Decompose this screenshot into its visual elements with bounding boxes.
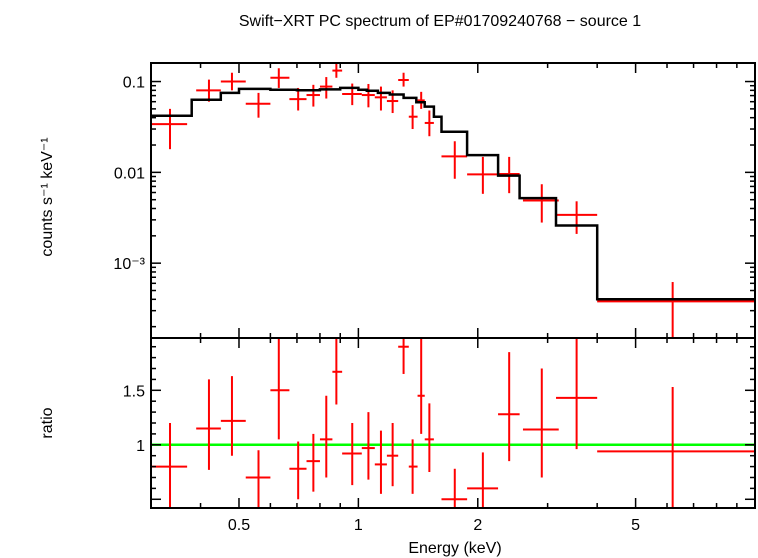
spectrum-errorbar	[417, 91, 425, 109]
ratio-errorbar	[220, 376, 246, 456]
ratio-errorbar	[289, 441, 307, 500]
ratio-errorbar	[374, 430, 387, 494]
spectrum-frame	[150, 62, 756, 339]
ratio-errorbar	[270, 338, 290, 440]
ratio-frame	[150, 337, 756, 509]
spectrum-errorbar	[245, 92, 271, 118]
ratio-errorbar	[319, 395, 333, 478]
spectrum-errorbar	[319, 77, 333, 99]
ratio-errorbar	[467, 452, 499, 508]
ratio-errorbar	[408, 439, 418, 494]
spectrum-errorbar	[467, 156, 499, 194]
spectrum-errorbar	[332, 63, 343, 78]
spectrum-errorbar	[270, 68, 290, 88]
ratio-errorbar	[151, 423, 188, 508]
ratio-errorbar	[245, 450, 271, 508]
spectrum-errorbar	[361, 83, 375, 108]
spectrum-errorbar	[408, 105, 418, 130]
spectrum-errorbar	[220, 72, 246, 91]
x-axis-label: Energy (keV)	[408, 540, 501, 557]
spectrum-errorbar	[556, 201, 598, 234]
x-tick-label: 1	[354, 517, 363, 534]
x-tick-label: 0.5	[228, 517, 250, 534]
ratio-errorbar	[332, 338, 343, 405]
y-tick-label: 10⁻³	[113, 256, 145, 273]
ratio-errorbar	[398, 338, 409, 374]
ratio-errorbar	[342, 423, 362, 486]
ratio-errorbar	[441, 468, 468, 508]
spectrum-errorbar	[424, 110, 434, 137]
ratio-errorbar	[361, 412, 375, 480]
ratio-errorbar	[597, 387, 755, 508]
spectrum-errorbar	[196, 79, 221, 102]
y-tick-label: 0.1	[123, 75, 145, 92]
y-tick-label: 1	[136, 438, 145, 455]
ratio-errorbar	[498, 352, 520, 462]
spectrum-errorbar	[289, 87, 307, 111]
spectrum-errorbar	[398, 72, 409, 87]
ratio-errorbar	[196, 379, 221, 470]
y-tick-label: 0.01	[114, 165, 145, 182]
ratio-panel: 1 1.5 0.5 1 2 5	[123, 337, 756, 534]
y-tick-label: 1.5	[123, 383, 145, 400]
y-axis-label-spectrum: counts s⁻¹ keV⁻¹	[39, 137, 56, 256]
ratio-errorbar	[386, 423, 399, 487]
spectrum-errorbar	[522, 184, 559, 223]
spectrum-errorbar	[374, 86, 387, 111]
spectrum-panel: 0.1 0.01 10⁻³	[113, 62, 756, 339]
x-tick-label: 5	[631, 517, 640, 534]
spectrum-errorbar	[441, 141, 468, 179]
ratio-errorbar	[417, 338, 425, 434]
ratio-errorbar	[306, 433, 320, 492]
x-tick-label: 2	[473, 517, 482, 534]
ratio-errorbar	[424, 403, 434, 473]
model-step-line	[151, 86, 755, 301]
spectrum-errorbar	[306, 84, 320, 107]
y-axis-label-ratio: ratio	[39, 407, 56, 438]
chart-title: Swift−XRT PC spectrum of EP#01709240768 …	[239, 13, 641, 30]
ratio-errorbar	[522, 368, 559, 478]
ratio-errorbar	[556, 338, 598, 450]
spectrum-errorbar	[597, 282, 755, 338]
